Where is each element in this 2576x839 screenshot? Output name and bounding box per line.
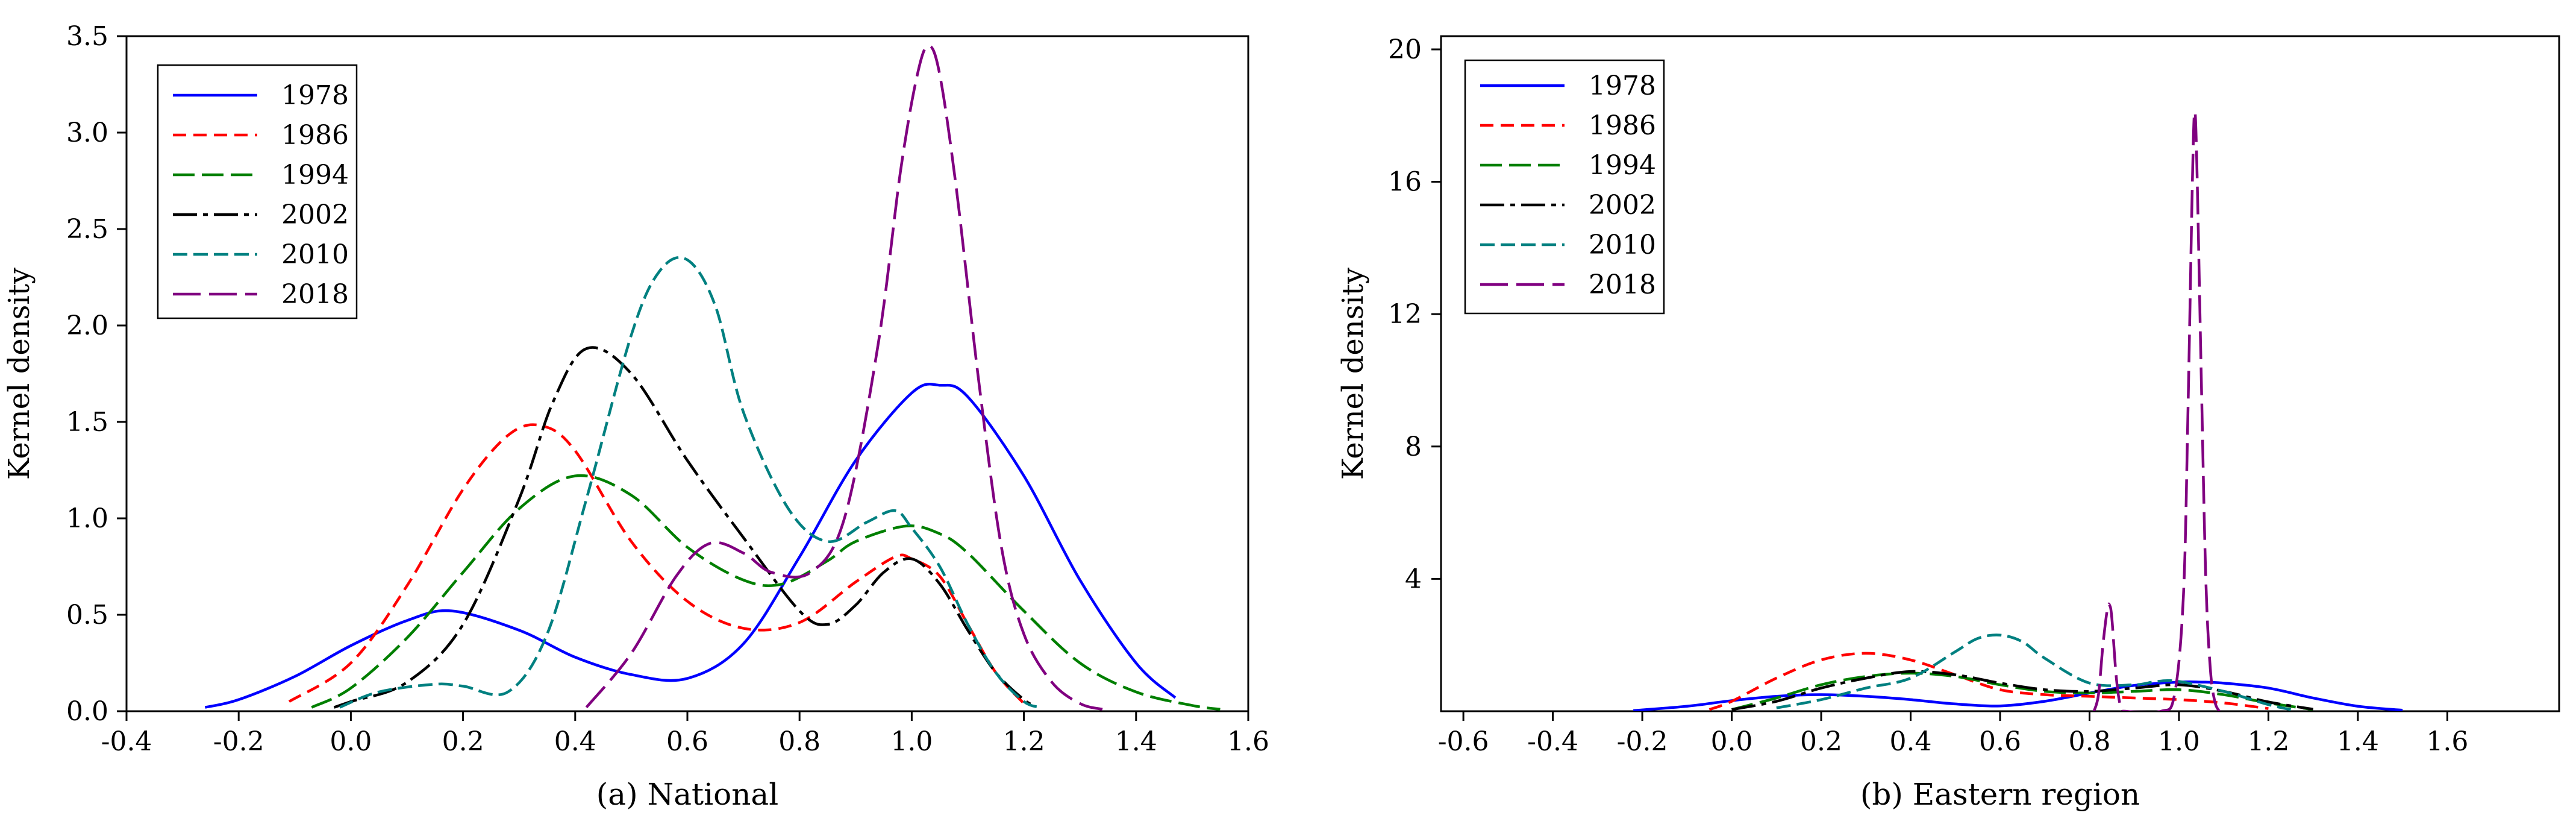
series-line-1986 xyxy=(288,423,1025,705)
panel-national: -0.4 -0.2 0.0 0.2 0.4 0.6 0.8 1.0 1.2 1.4 1.6 0.0 0.… xyxy=(2,21,1269,812)
legend-label-2018: 2018 xyxy=(281,279,349,310)
y-axis-title: Kernel density xyxy=(1336,268,1370,480)
x-tick-label: 0.0 xyxy=(330,726,372,757)
legend-label-2010: 2010 xyxy=(281,239,349,270)
x-tick-label: 0.4 xyxy=(554,726,596,757)
x-tick-label: 1.0 xyxy=(2158,726,2200,757)
legend-box xyxy=(157,64,358,319)
legend-label-1986: 1986 xyxy=(281,120,349,151)
x-tick-label: 0.4 xyxy=(1890,726,1932,757)
y-tick-label: 1.0 xyxy=(66,503,108,534)
legend-label-1978: 1978 xyxy=(281,80,349,111)
legend-label-2002: 2002 xyxy=(1589,190,1656,221)
panel-caption: (a) National xyxy=(596,777,778,812)
series-line-1994 xyxy=(311,474,1221,711)
x-tick-label: 1.6 xyxy=(2426,726,2468,757)
x-tick-label: -0.4 xyxy=(1527,726,1578,757)
legend-label-2018: 2018 xyxy=(1589,269,1656,300)
x-tick-label: 0.6 xyxy=(666,726,708,757)
legend-label-1994: 1994 xyxy=(281,160,349,190)
y-tick-label: 20 xyxy=(1388,34,1422,65)
x-tick-label: 1.2 xyxy=(1003,726,1045,757)
x-tick-label: -0.2 xyxy=(213,726,264,757)
y-tick-label: 16 xyxy=(1388,167,1422,198)
legend: 1978 1986 1994 2002 2010 2018 xyxy=(157,64,358,319)
y-tick-label: 0.0 xyxy=(66,696,108,727)
x-tick-label: 0.2 xyxy=(442,726,484,757)
x-tick-label: 1.0 xyxy=(890,726,933,757)
x-tick-label: -0.4 xyxy=(101,726,152,757)
series-group xyxy=(1633,110,2403,711)
panel-caption: (b) Eastern region xyxy=(1860,777,2140,812)
x-tick-label: -0.2 xyxy=(1617,726,1668,757)
y-tick-label: 2.0 xyxy=(66,310,108,341)
series-line-2010 xyxy=(339,256,1042,709)
legend-label-2002: 2002 xyxy=(281,200,349,230)
legend-label-2010: 2010 xyxy=(1589,230,1656,260)
series-line-1994 xyxy=(1731,671,2314,711)
legend-label-1994: 1994 xyxy=(1589,150,1656,181)
x-tick-label: 0.8 xyxy=(778,726,821,757)
series-line-2010 xyxy=(1776,633,2292,711)
legend-label-1986: 1986 xyxy=(1589,110,1656,141)
x-tick-label: 1.2 xyxy=(2247,726,2289,757)
x-tick-label: 1.4 xyxy=(1115,726,1157,757)
legend-box xyxy=(1464,59,1665,315)
series-group xyxy=(204,44,1221,711)
legend-label-1978: 1978 xyxy=(1589,71,1656,101)
x-tick-label: 0.0 xyxy=(1711,726,1753,757)
x-tick-label: 1.6 xyxy=(1227,726,1269,757)
x-tick-label: 0.6 xyxy=(1979,726,2021,757)
series-line-1978 xyxy=(1633,680,2403,711)
y-tick-label: 3.5 xyxy=(66,21,108,52)
series-line-2018 xyxy=(2092,110,2221,711)
x-tick-label: 1.4 xyxy=(2337,726,2379,757)
y-tick-label: 3.0 xyxy=(66,118,108,148)
x-tick-label: 0.2 xyxy=(1800,726,1842,757)
legend: 1978 1986 1994 2002 2010 2018 xyxy=(1464,59,1665,315)
y-axis-title: Kernel density xyxy=(2,268,36,480)
panel-eastern-region: -0.6 -0.4 -0.2 0.0 0.2 0.4 0.6 0.8 1.0 1.2 1.4 1.6 4… xyxy=(1336,34,2560,812)
y-tick-label: 8 xyxy=(1405,432,1422,462)
y-tick-label: 4 xyxy=(1405,564,1422,594)
series-line-2002 xyxy=(333,346,1036,709)
x-tick-label: 0.8 xyxy=(2068,726,2110,757)
y-tick-label: 1.5 xyxy=(66,407,108,438)
y-tick-label: 2.5 xyxy=(66,214,108,245)
y-tick-label: 0.5 xyxy=(66,600,108,630)
y-tick-label: 12 xyxy=(1388,299,1422,330)
series-line-2018 xyxy=(585,44,1103,711)
series-line-1978 xyxy=(204,383,1177,709)
x-tick-label: -0.6 xyxy=(1438,726,1489,757)
